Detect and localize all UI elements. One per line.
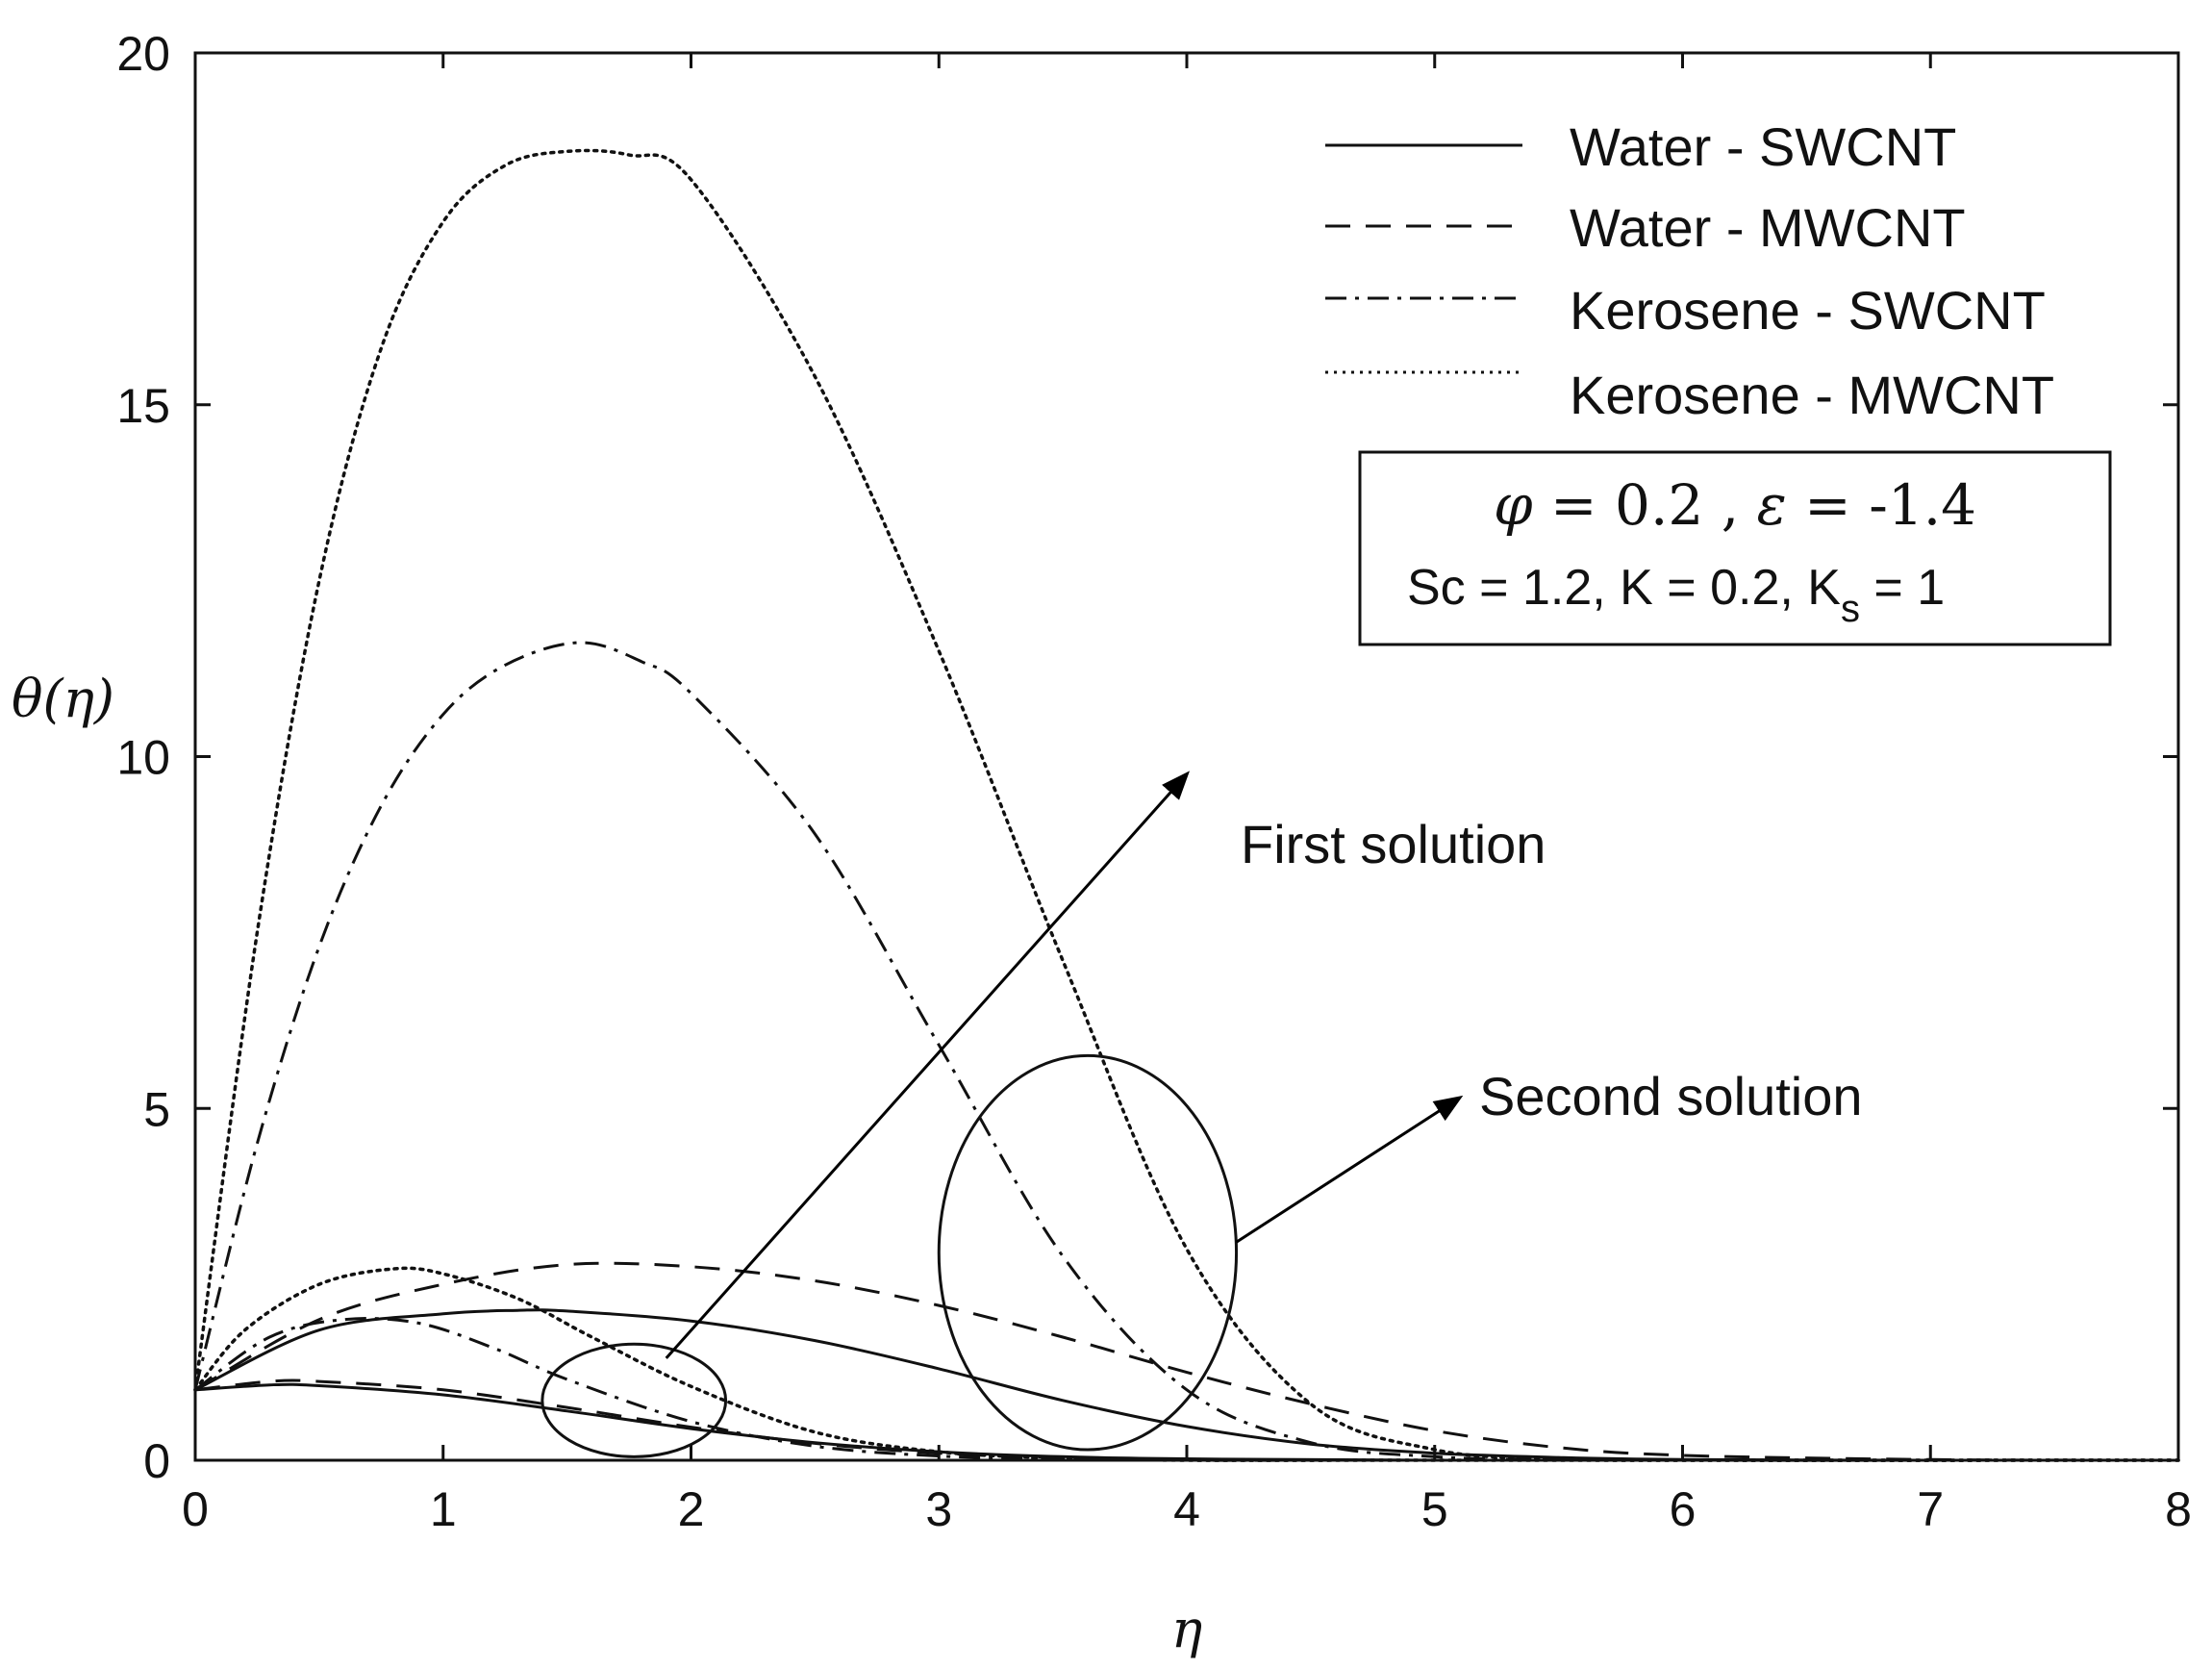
second-solution-arrow bbox=[1235, 1095, 1464, 1244]
phi-symbol: φ bbox=[1494, 472, 1533, 538]
series-line-kerosene-swcnt-first-solution bbox=[193, 641, 2179, 1462]
legend-label-kerosene-mwcnt: Kerosene - MWCNT bbox=[1570, 365, 2054, 425]
annotation-layer bbox=[540, 771, 1464, 1458]
parameter-box: φ = 0.2 , ε = -1.4 Sc = 1.2, K = 0.2, Ks… bbox=[1358, 450, 2112, 646]
legend-label-water-swcnt: Water - SWCNT bbox=[1570, 116, 1956, 177]
x-tick-label: 1 bbox=[430, 1482, 457, 1536]
epsilon-symbol: ε bbox=[1757, 472, 1787, 538]
x-tick-label: 5 bbox=[1421, 1482, 1448, 1536]
first-solution-ellipse bbox=[540, 1342, 728, 1458]
x-tick-label: 0 bbox=[182, 1482, 209, 1536]
series-line-water-mwcnt-first-solution bbox=[194, 1261, 2179, 1462]
parameter-box-frame bbox=[1358, 450, 2112, 646]
y-tick-label: 5 bbox=[143, 1082, 170, 1136]
x-tick-label: 6 bbox=[1670, 1482, 1697, 1536]
x-tick-label: 4 bbox=[1173, 1482, 1200, 1536]
series-line-kerosene-mwcnt-second-solution bbox=[193, 1266, 2180, 1462]
phi-value: 0.2 bbox=[1615, 472, 1703, 538]
first-solution-arrow bbox=[665, 771, 1190, 1359]
y-tick-label: 15 bbox=[116, 379, 170, 433]
x-tick-label: 3 bbox=[925, 1482, 952, 1536]
second-solution-label: Second solution bbox=[1479, 1066, 1863, 1126]
x-tick-label: 8 bbox=[2165, 1482, 2192, 1536]
plot-background bbox=[195, 53, 2178, 1460]
phi-equals: = bbox=[1550, 472, 1615, 538]
y-tick-label: 20 bbox=[116, 27, 170, 81]
y-tick-label: 10 bbox=[116, 731, 170, 785]
parameter-line-2: Sc = 1.2, K = 0.2, Ks = 1 bbox=[1407, 560, 1945, 630]
ticks-layer: 0 1 2 3 4 5 6 7 8 0 5 10 15 20 bbox=[116, 27, 2192, 1536]
x-axis-title: η bbox=[1171, 1599, 1202, 1659]
epsilon-equals: = bbox=[1804, 472, 1869, 538]
x-tick-label: 2 bbox=[678, 1482, 705, 1536]
ks-value: = 1 bbox=[1860, 560, 1945, 616]
x-tick-label: 7 bbox=[1917, 1482, 1944, 1536]
y-tick-label: 0 bbox=[143, 1434, 170, 1488]
series-line-kerosene-mwcnt-first-solution bbox=[193, 148, 2180, 1462]
first-solution-label: First solution bbox=[1241, 814, 1546, 874]
legend: Water - SWCNT Water - MWCNT Kerosene - S… bbox=[1325, 116, 2054, 425]
epsilon-value: -1.4 bbox=[1869, 472, 1976, 538]
ks-subscript: s bbox=[1841, 588, 1860, 630]
y-axis-title: θ(η) bbox=[12, 669, 114, 729]
legend-label-kerosene-swcnt: Kerosene - SWCNT bbox=[1570, 280, 2046, 341]
sc-k-text: Sc = 1.2, K = 0.2, K bbox=[1407, 560, 1841, 616]
param-comma: , bbox=[1722, 472, 1757, 538]
parameter-line-1: φ = 0.2 , ε = -1.4 bbox=[1494, 472, 1976, 538]
legend-label-water-mwcnt: Water - MWCNT bbox=[1570, 197, 1966, 258]
second-solution-ellipse bbox=[937, 1053, 1239, 1452]
